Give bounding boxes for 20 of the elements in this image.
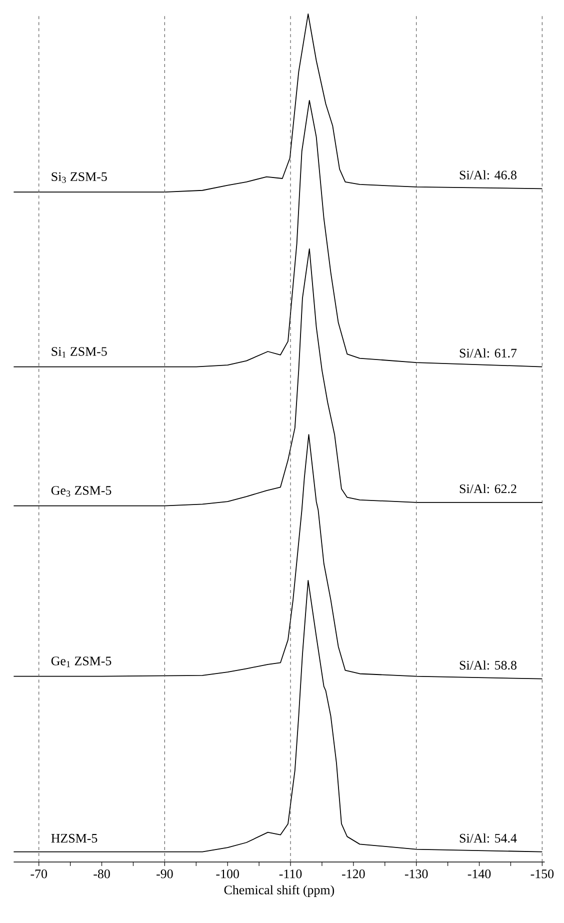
series-label: Si$_{1}$ ZSM-5 xyxy=(52,347,107,358)
x-tick-label: -120 xyxy=(342,870,365,878)
x-tick-label: -100 xyxy=(216,870,239,878)
x-tick-label: -150 xyxy=(530,870,554,878)
x-tick-label: -110 xyxy=(279,870,302,878)
x-tick-label: -140 xyxy=(468,870,491,878)
x-tick-label: -80 xyxy=(94,870,110,878)
series-label: Ge$_{1}$ ZSM-5 xyxy=(51,656,112,668)
annotation: Si/Al: 62.2 xyxy=(460,484,516,494)
annotation: Si/Al: 54.4 xyxy=(460,833,517,843)
x-tick-label: -70 xyxy=(30,870,47,878)
annotation: Si/Al: 61.7 xyxy=(460,348,517,358)
x-tick-label: -130 xyxy=(404,870,428,878)
x-tick-label: -90 xyxy=(156,870,173,878)
annotation: Si/Al: 58.8 xyxy=(460,660,516,670)
series-label: HZSM-5 xyxy=(51,834,98,843)
annotation: Si/Al: 46.8 xyxy=(460,170,516,180)
series-label: Ge$_{3}$ ZSM-5 xyxy=(51,486,112,497)
x-axis-title: Chemical shift (ppm) xyxy=(224,885,334,897)
series-label: Si$_{3}$ ZSM-5 xyxy=(52,172,107,183)
